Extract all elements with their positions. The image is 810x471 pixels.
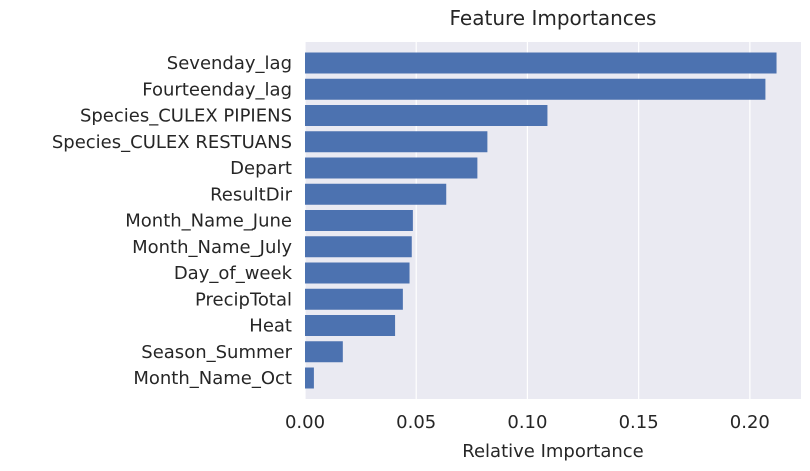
bar xyxy=(305,78,766,100)
category-label: Month_Name_June xyxy=(125,211,292,232)
bar xyxy=(305,131,488,153)
category-label: Month_Name_Oct xyxy=(133,368,292,389)
bar xyxy=(305,236,412,258)
category-label: Month_Name_July xyxy=(132,237,292,258)
x-tick-label: 0.15 xyxy=(619,412,659,433)
bar xyxy=(305,262,410,284)
category-label: Sevenday_lag xyxy=(167,53,292,74)
category-label: Heat xyxy=(249,316,292,337)
bar xyxy=(305,52,777,74)
category-label: Species_CULEX RESTUANS xyxy=(52,132,292,153)
category-label: Species_CULEX PIPIENS xyxy=(80,106,292,127)
bars xyxy=(305,52,777,389)
category-label: Day_of_week xyxy=(174,263,293,284)
bar xyxy=(305,315,396,336)
category-label: PrecipTotal xyxy=(195,289,292,310)
bar xyxy=(305,210,413,231)
bar xyxy=(305,183,447,205)
bar xyxy=(305,157,478,179)
category-label: Season_Summer xyxy=(141,342,292,363)
bar xyxy=(305,367,314,389)
chart-title: Feature Importances xyxy=(450,6,657,30)
bar xyxy=(305,341,343,363)
bar xyxy=(305,105,548,126)
x-tick-label: 0.05 xyxy=(396,412,436,433)
x-tick-label: 0.20 xyxy=(730,412,770,433)
category-label: Depart xyxy=(230,158,292,179)
category-label: ResultDir xyxy=(210,184,292,205)
gridlines xyxy=(304,42,751,399)
x-tick-labels: 0.00 0.05 0.10 0.15 0.20 xyxy=(285,412,770,433)
x-axis-label: Relative Importance xyxy=(462,441,643,462)
x-tick-label: 0.10 xyxy=(507,412,547,433)
category-label: Fourteenday_lag xyxy=(142,79,292,100)
bar xyxy=(305,288,403,310)
category-labels: Sevenday_lag Fourteenday_lag Species_CULEX… xyxy=(52,53,293,389)
x-tick-label: 0.00 xyxy=(285,412,325,433)
